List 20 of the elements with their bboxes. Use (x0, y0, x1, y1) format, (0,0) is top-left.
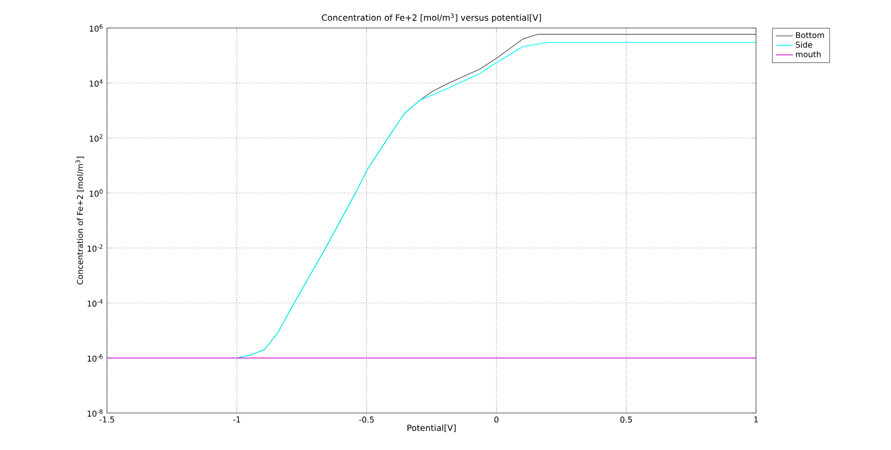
y-tick-label: 10$^{-4}$ (88, 299, 103, 307)
y-tick-label: 10$^{4}$ (90, 79, 103, 87)
x-tick-label: -0.5 (359, 416, 374, 423)
y-tick-label: 10$^{6}$ (90, 24, 103, 32)
y-tick-label: 10$^{2}$ (90, 134, 102, 142)
legend-label: mouth (796, 51, 821, 58)
x-axis-title: Potential[V] (407, 424, 456, 432)
x-tick-label: -1.5 (100, 416, 114, 422)
y-tick-label: 10$^{0}$ (90, 189, 103, 197)
y-tick-label: 10$^{-6}$ (88, 354, 103, 362)
y-tick-label: 10$^{-8}$ (88, 409, 103, 417)
legend-label: Bottom (796, 32, 824, 38)
x-tick-label: 1 (754, 416, 758, 422)
y-axis-title: Concentration of Fe+2 [mol/m$^{3}$] (76, 156, 84, 284)
y-tick-label: 10$^{-2}$ (88, 244, 102, 252)
x-tick-label: 0.5 (620, 416, 632, 423)
x-tick-label: 0 (494, 416, 498, 423)
chart-title: Concentration of Fe+2 [mol/m$^{3}$] versus potential[V] (322, 13, 541, 22)
legend-label: Side (796, 42, 812, 48)
x-tick-label: -1 (233, 416, 240, 422)
